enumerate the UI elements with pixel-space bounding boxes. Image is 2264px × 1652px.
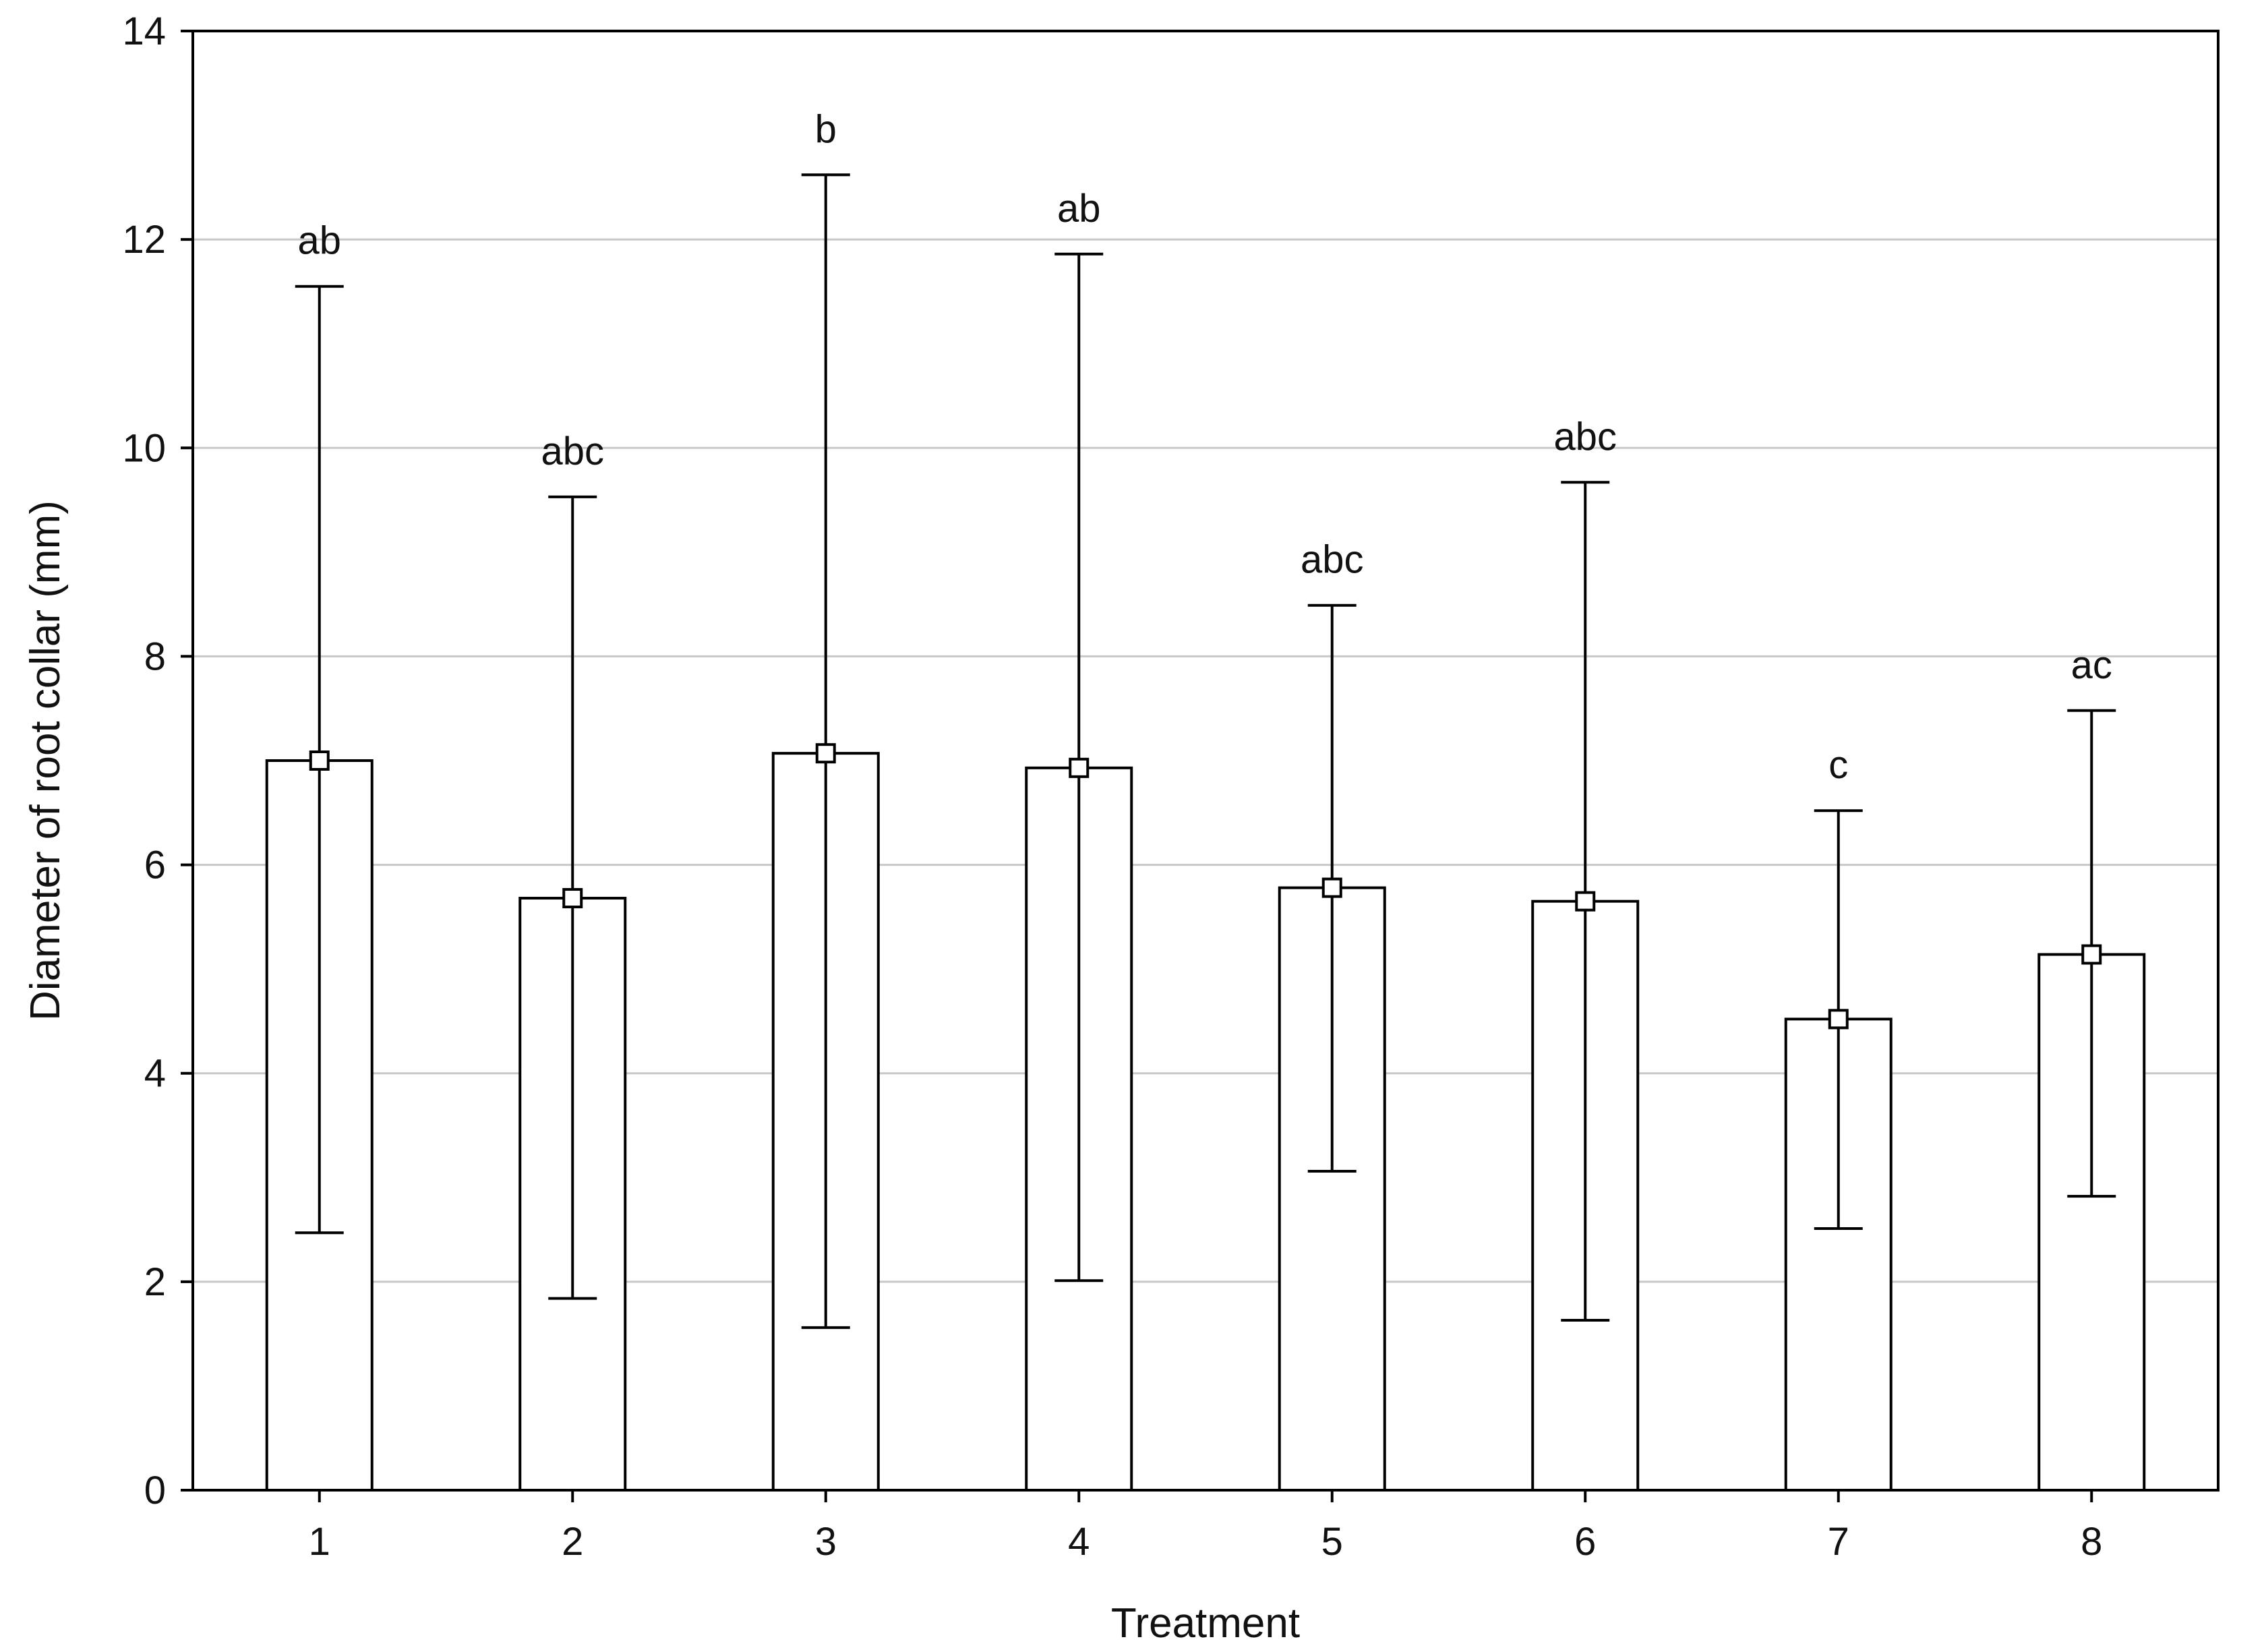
y-tick-label: 6 — [144, 844, 166, 887]
bar-group: b — [771, 107, 880, 1492]
bars: ab abc b ab abc abc c ac — [265, 107, 2146, 1492]
mean-marker — [1069, 757, 1090, 778]
significance-label: abc — [541, 430, 604, 473]
mean-marker — [1828, 1009, 1849, 1030]
bar-group: ab — [265, 219, 374, 1492]
mean-marker — [2081, 944, 2102, 965]
x-tick-label: 7 — [1828, 1520, 1849, 1564]
bar-group: abc — [518, 430, 627, 1492]
y-axis-ticks: 0 2 4 6 8 10 12 14 — [122, 9, 193, 1512]
y-tick-label: 12 — [122, 218, 166, 262]
significance-label: ab — [297, 219, 341, 263]
x-tick-label: 2 — [562, 1520, 583, 1564]
y-tick-label: 8 — [144, 635, 166, 678]
mean-marker — [1575, 891, 1596, 912]
y-tick-label: 14 — [122, 9, 166, 53]
mean-marker — [815, 743, 836, 764]
x-tick-label: 3 — [815, 1520, 837, 1564]
significance-label: ab — [1057, 187, 1101, 231]
mean-marker — [1321, 877, 1342, 898]
mean-marker — [562, 888, 583, 909]
significance-label: b — [815, 107, 837, 151]
x-axis-title: Treatment — [1111, 1600, 1300, 1647]
bar-group: ab — [1025, 187, 1133, 1492]
plot-frame — [191, 30, 2220, 1492]
bar-group: ac — [2037, 643, 2146, 1492]
x-tick-label: 8 — [2081, 1520, 2102, 1564]
significance-label: ac — [2071, 643, 2112, 687]
y-tick-label: 2 — [144, 1260, 166, 1304]
bar-group: abc — [1531, 415, 1640, 1492]
significance-label: c — [1828, 743, 1848, 787]
bar-group: abc — [1278, 538, 1386, 1492]
x-tick-label: 6 — [1574, 1520, 1596, 1564]
mean-marker — [309, 750, 330, 771]
x-axis-ticks: 1 2 3 4 5 6 7 8 — [309, 1490, 2102, 1564]
y-axis-title: Diameter of root collar (mm) — [22, 500, 69, 1021]
y-tick-label: 10 — [122, 426, 166, 470]
significance-label: abc — [1553, 415, 1617, 459]
x-tick-label: 1 — [309, 1520, 330, 1564]
y-tick-label: 0 — [144, 1469, 166, 1512]
grid-lines — [193, 238, 2218, 1283]
y-tick-label: 4 — [144, 1052, 166, 1096]
bar-group: c — [1784, 743, 1893, 1492]
significance-label: abc — [1301, 538, 1364, 582]
x-tick-label: 5 — [1321, 1520, 1343, 1564]
x-tick-label: 4 — [1068, 1520, 1090, 1564]
